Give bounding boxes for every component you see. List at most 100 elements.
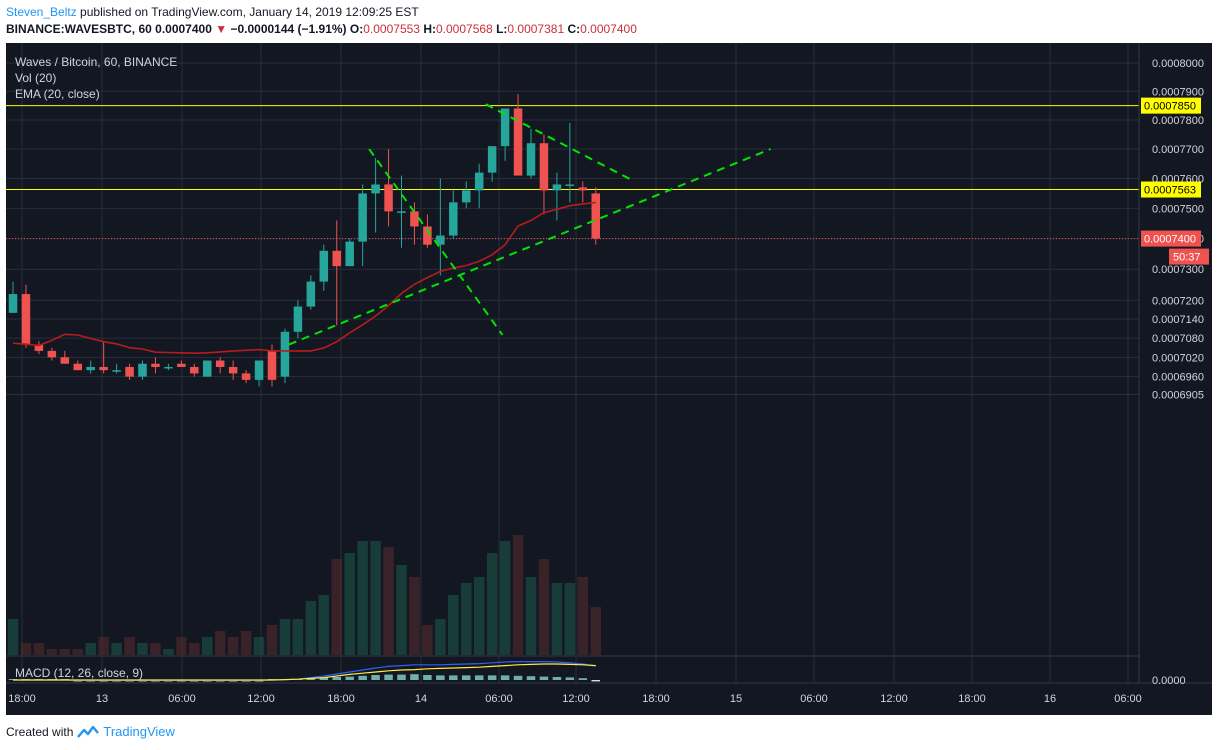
price-tick-label: 0.0007300 [1152,264,1204,276]
candle-body [34,344,44,351]
candle-body [138,363,147,377]
publish-line: Steven_Beltz published on TradingView.co… [6,4,637,21]
horizontal-levels[interactable] [6,105,1139,240]
macd-histogram-bar [436,675,445,680]
candle-body [539,143,549,191]
candle-body [164,366,173,369]
volume-bar [396,565,407,655]
time-tick-label: 18:00 [327,693,355,705]
volume-bar [564,583,576,655]
volume-bar [20,643,32,655]
price-tick-label: 0.0007140 [1152,314,1204,326]
time-tick-label: 06:00 [800,693,828,705]
candle-body [99,366,108,371]
level-price-tag-bg [1141,97,1201,114]
chart-background [6,43,1212,715]
volume-bar [461,583,472,655]
price-change: −0.0000144 (−1.91%) [230,22,347,36]
last-price-tag-bg [1141,230,1201,247]
created-with-text: Created with [6,724,74,739]
time-tick-label: 18:00 [958,693,986,705]
countdown-tag-bg [1169,248,1209,265]
time-axis[interactable]: 18:00 13 06:00 12:00 18:00 14 06:00 12:00 18:00 1… [8,693,1142,705]
volume-bar [46,649,58,655]
candle-body [47,350,57,358]
macd-histogram-bar [462,675,471,680]
symbol-name: BINANCE:WAVESBTC, 60 [6,22,152,36]
volume-bar [448,595,459,655]
volume-bar [344,553,355,655]
volume-bar [370,541,381,655]
last-price: 0.0007400 [155,22,212,36]
time-tick-label: 15 [730,693,742,705]
trendline[interactable] [288,148,771,346]
tradingview-brand[interactable]: TradingView [103,724,175,739]
macd-histogram-bar [371,675,380,680]
volume-bar [227,637,239,655]
open-label: O: [349,22,364,36]
volume-bar [214,631,226,655]
macd-pane [8,661,600,682]
price-tick-label: 0.0007500 [1152,203,1204,215]
time-tick-label: 12:00 [247,693,275,705]
legend-volume: Vol (20) [15,71,56,85]
volume-bar [150,643,161,655]
macd-histogram-bar [332,677,341,680]
time-tick-label: 12:00 [562,693,590,705]
time-tick-label: 16 [1044,693,1056,705]
candle-body [215,360,225,367]
macd-histogram-bar [500,675,510,680]
publish-info: published on TradingView.com, January 14… [76,5,419,19]
volume-bar [357,541,368,655]
time-tick-label: 06:00 [1114,693,1142,705]
level-price-tag-bg [1141,181,1201,198]
time-tick-label: 12:00 [880,693,908,705]
countdown-tag: 50:37 [1173,252,1201,264]
candle-body [500,108,510,147]
candle-body [306,281,316,307]
volume-bars [7,535,601,655]
legend-title: Waves / Bitcoin, 60, BINANCE [15,55,177,69]
candle-body [513,108,523,176]
low-label: L: [496,22,508,36]
candle-body [151,363,160,367]
candle-body [371,184,380,194]
candle-body [241,373,251,380]
price-tick-label: 0.0007020 [1152,352,1204,364]
volume-bar [577,577,589,655]
price-tick-label: 0.0007900 [1152,86,1204,98]
macd-histogram-bar [358,675,367,680]
volume-bar [7,619,19,655]
volume-bar [486,553,498,655]
grid [6,43,1139,683]
candle-body [423,226,432,245]
volume-bar [409,577,420,655]
volume-bar [98,637,109,655]
price-chart[interactable]: 0.00080000.00079000.00078000.00077000.00… [6,43,1212,715]
price-tick-label: 0.0006905 [1152,390,1204,402]
volume-bar [266,625,278,655]
volume-bar [124,637,135,655]
time-tick-label: 18:00 [8,693,36,705]
volume-bar [85,643,96,655]
macd-tick-label: 0.0000 [1152,675,1186,687]
time-tick-label: 18:00 [642,693,670,705]
volume-bar [383,547,394,655]
trendlines[interactable] [288,103,771,346]
price-tick-label: 0.0007080 [1152,333,1204,345]
candle-body [86,366,95,371]
price-tags: 0.0007850 0.0007563 0.0007400 50:37 [1141,97,1209,265]
volume-bar [111,643,122,655]
candle-body [319,250,329,282]
author-link[interactable]: Steven_Beltz [6,5,77,19]
trendline[interactable] [368,148,504,336]
open-value: 0.0007553 [363,22,420,36]
volume-bar [176,637,187,655]
candle-body [462,190,471,203]
macd-histogram-bar [319,677,329,680]
down-arrow-icon: ▼ [215,22,228,36]
volume-bar [305,601,317,655]
macd-histogram-bar [423,675,432,680]
candle-body [487,146,497,173]
price-tick-label: 0.0006960 [1152,372,1204,384]
